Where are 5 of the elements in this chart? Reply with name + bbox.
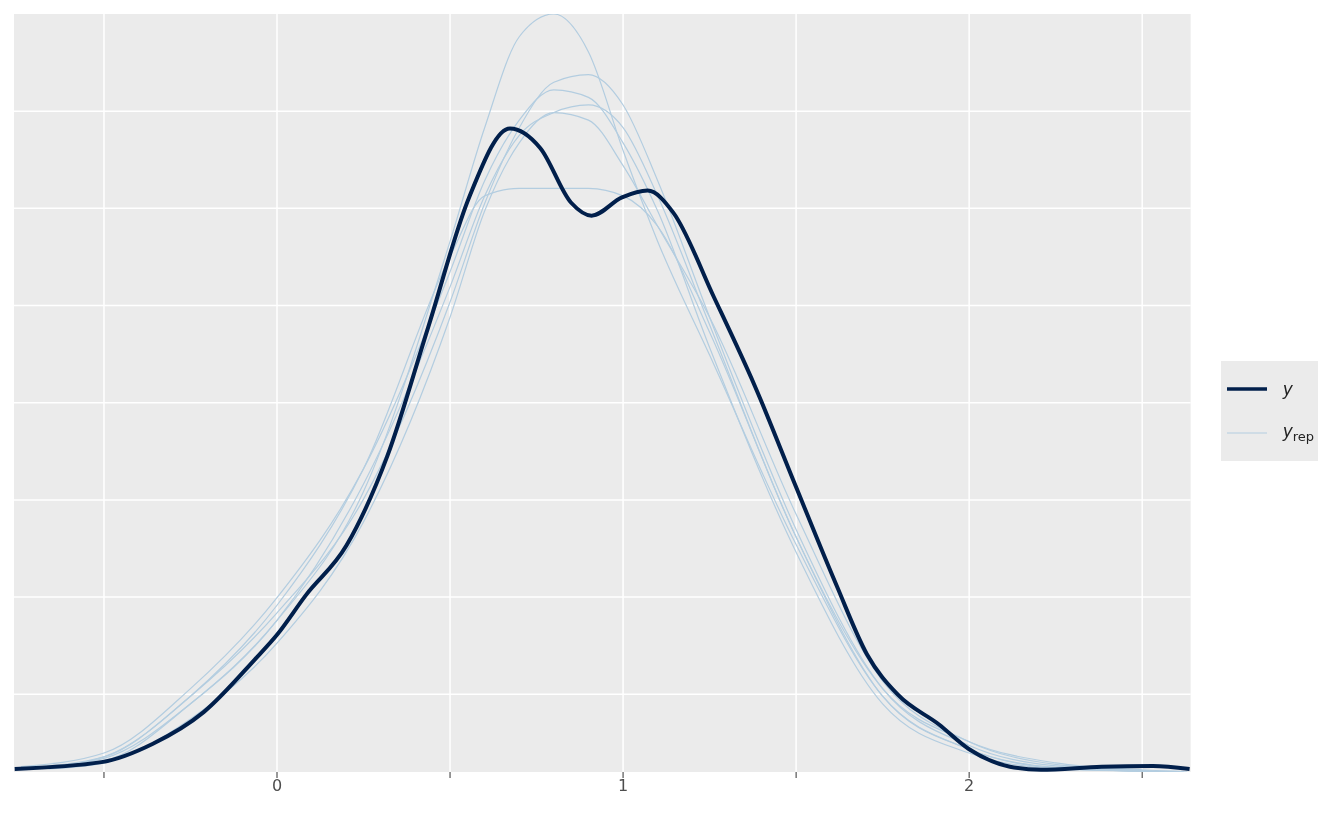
x-tick-label: 0 (271, 776, 283, 796)
x-tick-label: 2 (964, 776, 975, 796)
x-tick-label: 1 (617, 776, 629, 796)
legend-label: y$_{rep}$ (1282, 421, 1314, 445)
legend-label: y (1282, 379, 1293, 399)
